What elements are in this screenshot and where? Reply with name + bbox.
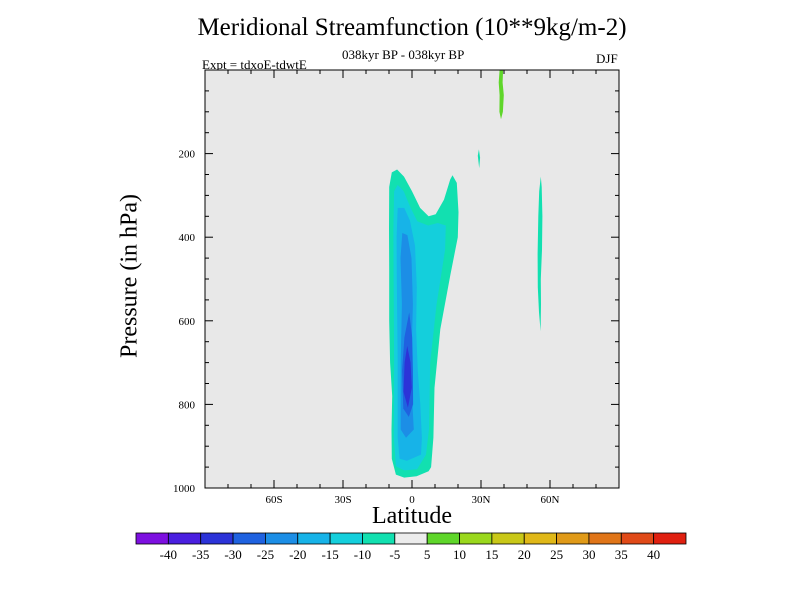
colorbar-label-4: -20: [289, 547, 306, 562]
colorbar-box-7: [362, 532, 396, 545]
y-tick-label-200: 200: [179, 149, 196, 161]
colorbar-label-6: -10: [354, 547, 371, 562]
y-tick-label-800: 800: [179, 399, 196, 411]
chart-subtitle: 038kyr BP - 038kyr BP: [342, 47, 465, 62]
colorbar-box-2: [200, 532, 234, 545]
x-tick-label-0: 0: [409, 494, 415, 506]
colorbar-label-5: -15: [321, 547, 338, 562]
colorbar-box-6: [329, 532, 363, 545]
colorbar-box-13: [556, 532, 590, 545]
x-tick-label-60: 60N: [541, 494, 560, 506]
x-tick-label--30: 30S: [334, 494, 351, 506]
colorbar-label-8: 5: [424, 547, 431, 562]
colorbar-box-5: [297, 532, 331, 545]
axes: 200 400 600 800 1000 60S 30S 0 30N 60N: [173, 70, 619, 506]
contour-upper-positive-streak: [498, 70, 504, 120]
colorbar-box-11: [491, 532, 525, 545]
x-axis-title: Latitude: [372, 503, 452, 529]
colorbar-label-9: 10: [453, 547, 466, 562]
colorbar-label-1: -35: [192, 547, 209, 562]
y-tick-label-1000: 1000: [173, 483, 196, 495]
colorbar-label-2: -30: [224, 547, 241, 562]
x-tick-label-30: 30N: [472, 494, 491, 506]
chart-title: Meridional Streamfunction (10**9kg/m-2): [197, 14, 627, 41]
colorbar-box-12: [523, 532, 557, 545]
colorbar-box-1: [167, 532, 202, 545]
colorbar-box-8: [394, 532, 428, 545]
experiment-label: Expt = tdxoE-tdwtE: [202, 57, 307, 72]
colorbar-box-10: [459, 532, 493, 545]
colorbar-label-13: 30: [582, 547, 595, 562]
contour-regions: [389, 70, 543, 478]
colorbar-box-0: [135, 532, 169, 545]
x-tick-label--60: 60S: [265, 494, 282, 506]
colorbar-label-10: 15: [485, 547, 498, 562]
season-label: DJF: [596, 51, 618, 66]
contour-midlat-negative-streak: [537, 176, 543, 332]
colorbar-label-14: 35: [615, 547, 628, 562]
colorbar: -40 -35 -30 -25 -20 -15 -10 -5 5 10 15 20 25 30 35 40: [135, 532, 687, 562]
colorbar-box-16: [653, 532, 687, 545]
colorbar-box-15: [620, 532, 655, 545]
contour-tropical-cell-35: [403, 345, 412, 408]
colorbar-label-7: -5: [389, 547, 400, 562]
y-tick-label-400: 400: [179, 232, 196, 244]
colorbar-box-4: [265, 532, 299, 545]
colorbar-box-14: [588, 532, 622, 545]
y-tick-label-600: 600: [179, 316, 196, 328]
colorbar-box-9: [426, 532, 460, 545]
colorbar-label-0: -40: [160, 547, 177, 562]
colorbar-label-15: 40: [647, 547, 660, 562]
contour-upper-negative-blip: [477, 149, 481, 169]
colorbar-label-11: 20: [518, 547, 531, 562]
colorbar-box-3: [232, 532, 266, 545]
colorbar-label-3: -25: [257, 547, 274, 562]
colorbar-label-12: 25: [550, 547, 563, 562]
